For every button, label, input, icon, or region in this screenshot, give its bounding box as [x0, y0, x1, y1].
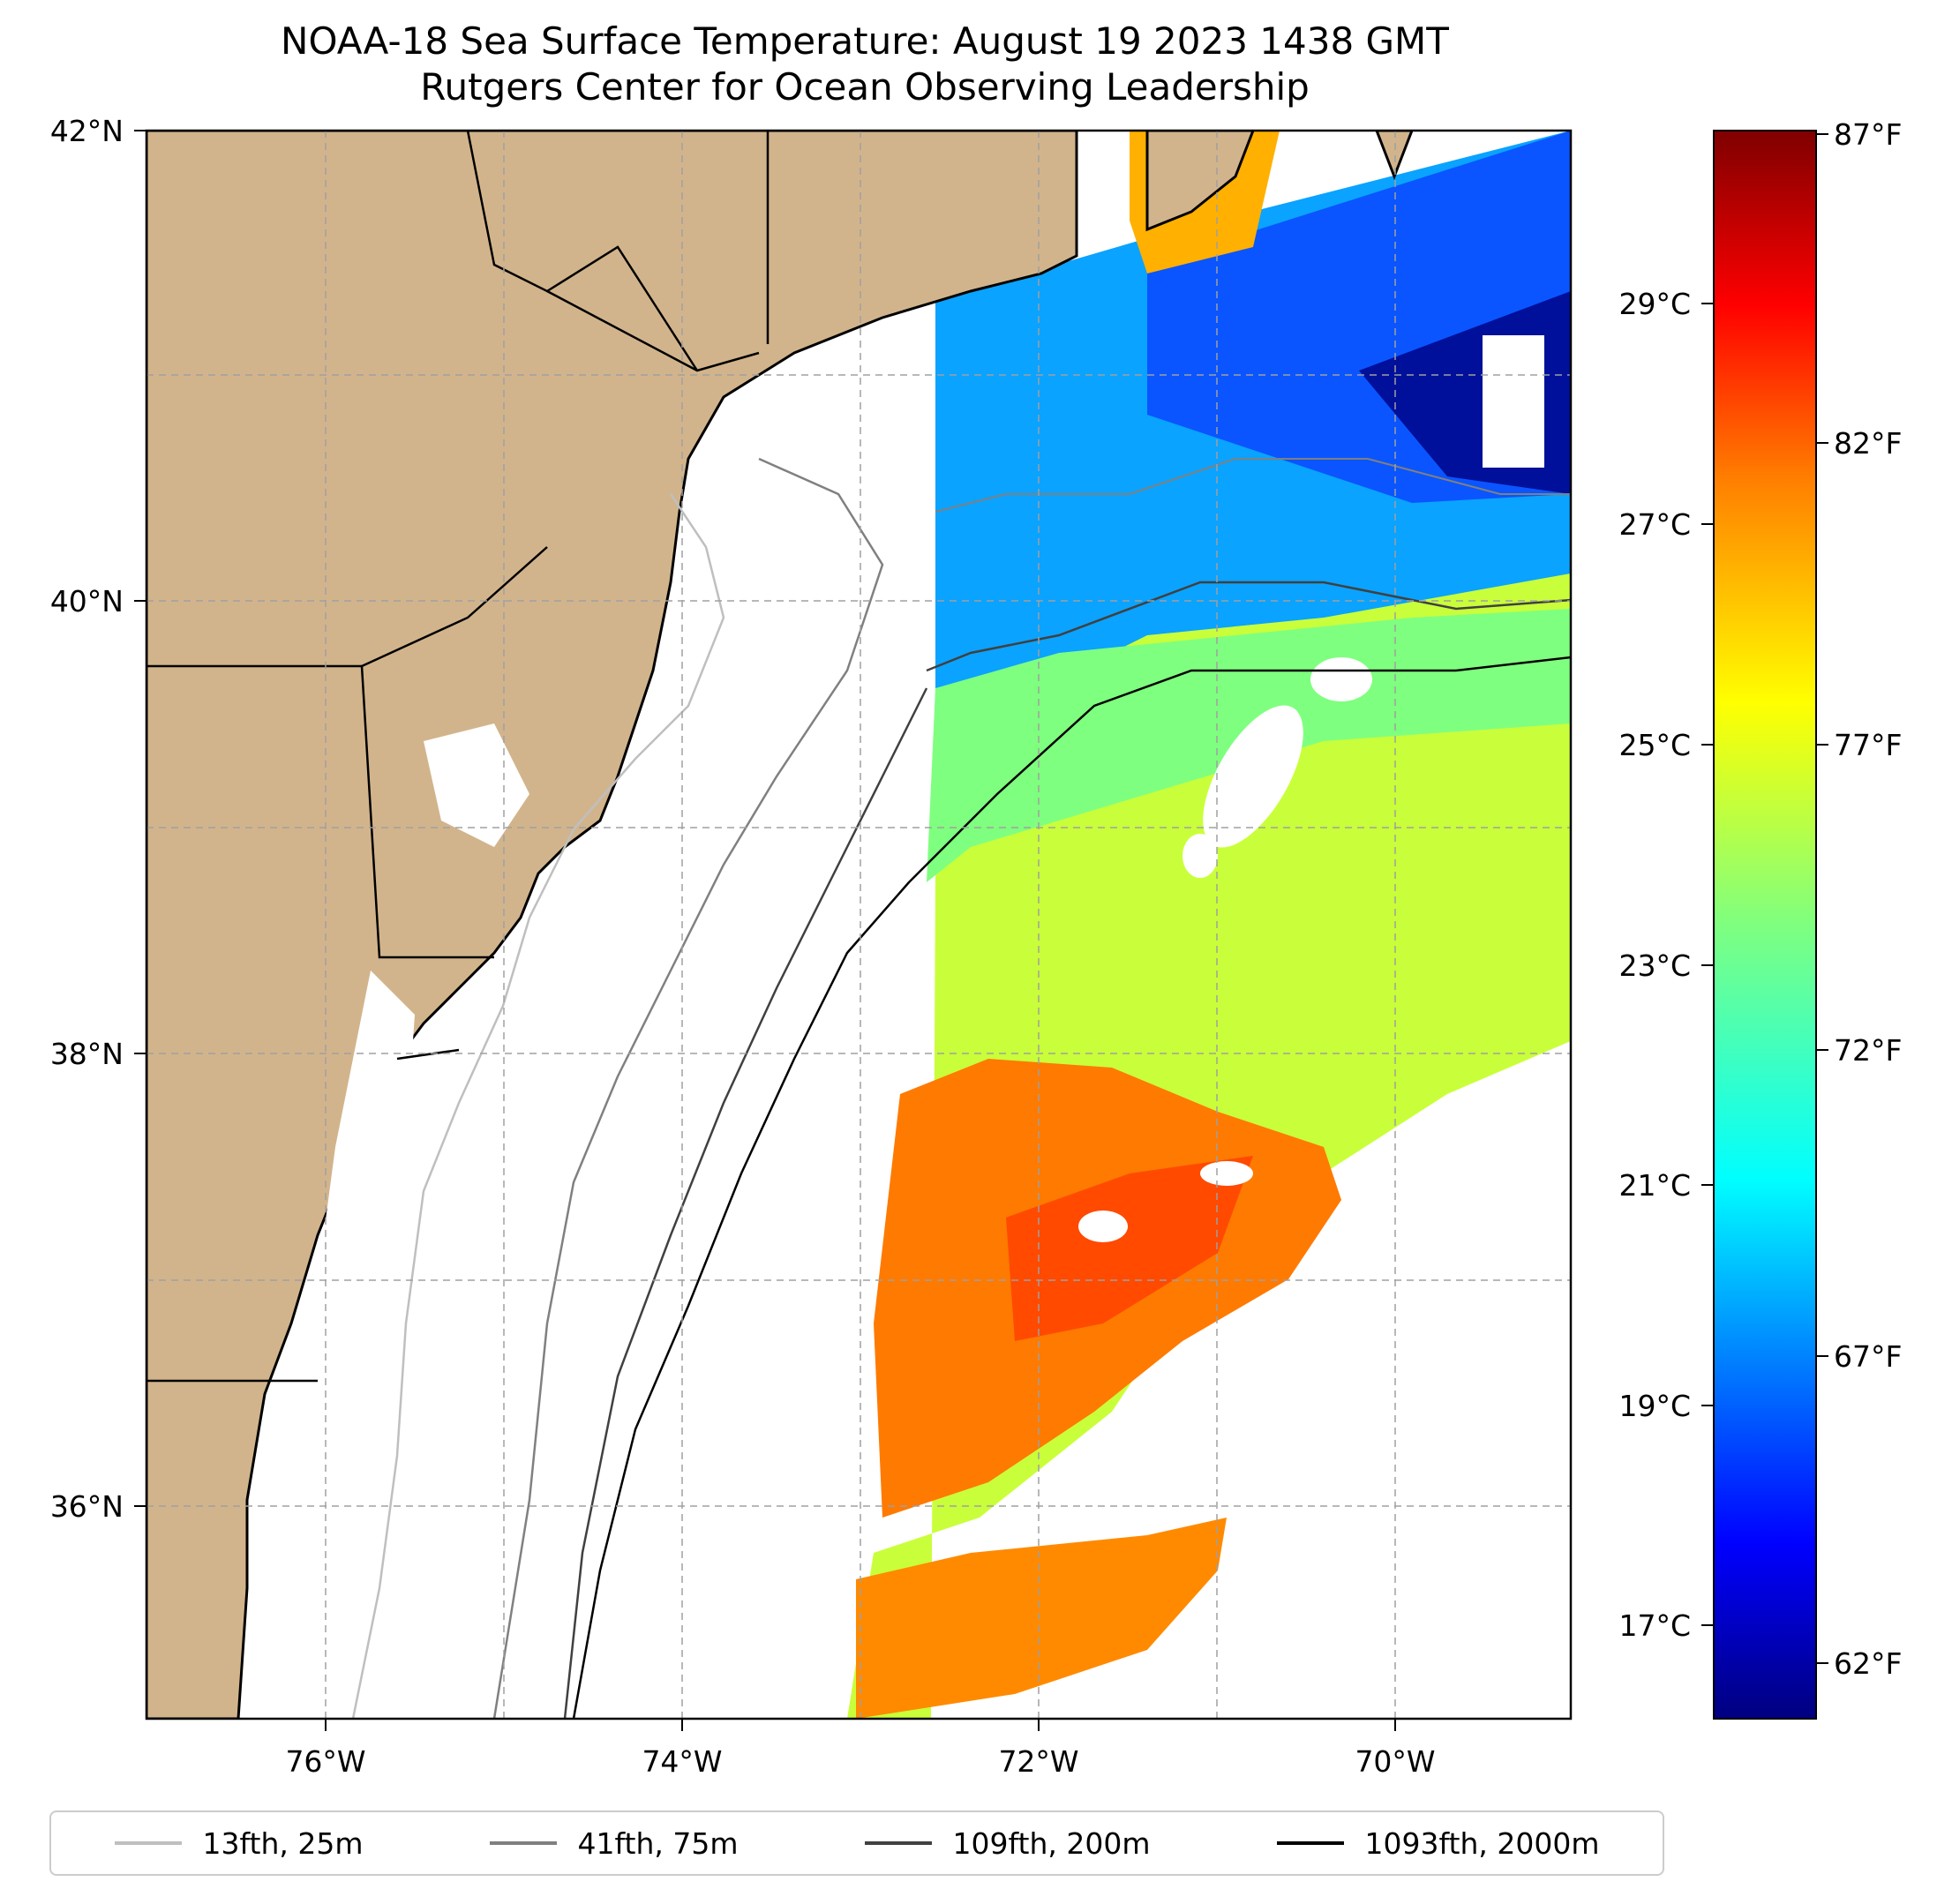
map-subtitle: Rutgers Center for Ocean Observing Leade…	[420, 65, 1310, 109]
map-frame	[145, 129, 1573, 1720]
lon-tick-label: 70°W	[1355, 1744, 1435, 1779]
colorbar	[1713, 130, 1817, 1720]
fahrenheit-tick-label: 82°F	[1834, 426, 1902, 461]
legend: 13fth, 25m 41fth, 75m 109fth, 200m 1093f…	[49, 1810, 1664, 1876]
celsius-tick-label: 21°C	[1618, 1168, 1691, 1203]
legend-item-2000m: 1093fth, 2000m	[1276, 1825, 1600, 1861]
fahrenheit-tick-label: 72°F	[1834, 1033, 1902, 1068]
legend-item-25m: 13fth, 25m	[114, 1825, 364, 1861]
bathymetry-contours	[351, 457, 1571, 1719]
celsius-tick-label: 25°C	[1618, 728, 1691, 762]
legend-swatch	[114, 1841, 182, 1845]
legend-label: 109fth, 200m	[952, 1825, 1151, 1861]
celsius-tick-label: 23°C	[1618, 948, 1691, 983]
map-area	[146, 131, 1571, 1719]
lat-tick-label: 38°N	[50, 1037, 124, 1071]
legend-label: 1093fth, 2000m	[1364, 1825, 1600, 1861]
legend-swatch	[864, 1841, 932, 1845]
legend-item-75m: 41fth, 75m	[489, 1825, 739, 1861]
land	[146, 131, 1414, 1719]
gridlines	[146, 131, 1571, 1719]
lat-tick-label: 40°N	[50, 584, 124, 618]
legend-swatch	[1276, 1841, 1344, 1845]
fahrenheit-tick-label: 67°F	[1834, 1339, 1902, 1374]
celsius-tick-label: 19°C	[1618, 1389, 1691, 1423]
celsius-tick-label: 27°C	[1618, 507, 1691, 542]
fahrenheit-tick-label: 62°F	[1834, 1646, 1902, 1681]
lat-tick-label: 42°N	[50, 114, 124, 148]
map-title: NOAA-18 Sea Surface Temperature: August …	[281, 19, 1449, 63]
legend-swatch	[489, 1841, 557, 1845]
lat-tick-label: 36°N	[50, 1489, 124, 1524]
sst-swath	[847, 131, 1571, 1719]
celsius-tick-label: 29°C	[1618, 287, 1691, 321]
legend-item-200m: 109fth, 200m	[864, 1825, 1151, 1861]
legend-label: 13fth, 25m	[202, 1825, 364, 1861]
lon-tick-label: 74°W	[642, 1744, 722, 1779]
lon-tick-label: 76°W	[285, 1744, 365, 1779]
fahrenheit-tick-label: 77°F	[1834, 728, 1902, 762]
state-borders	[146, 131, 770, 1383]
legend-label: 41fth, 75m	[577, 1825, 739, 1861]
celsius-tick-label: 17°C	[1618, 1608, 1691, 1643]
lon-tick-label: 72°W	[998, 1744, 1078, 1779]
fahrenheit-tick-label: 87°F	[1834, 117, 1902, 152]
